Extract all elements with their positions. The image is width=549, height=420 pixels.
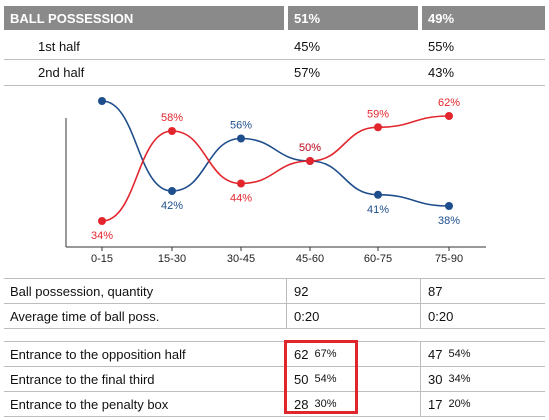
entrance-team1: 62 67% xyxy=(288,342,418,366)
data-point xyxy=(374,190,382,199)
second-half-label: 2nd half xyxy=(38,64,85,80)
entrance-team2-count: 17 xyxy=(428,396,443,412)
divider xyxy=(4,391,545,392)
chart-axes xyxy=(65,118,486,248)
divider xyxy=(4,328,545,329)
team2-possession: 49% xyxy=(422,6,545,30)
entrance-label: Entrance to the penalty box xyxy=(10,396,169,412)
entrance-team2-pct: 34% xyxy=(448,373,471,385)
entrance-team1-count: 50 xyxy=(294,371,309,387)
possession-header-row: BALL POSSESSION 51% 49% xyxy=(4,6,545,30)
divider xyxy=(4,59,545,60)
first-half-team2: 55% xyxy=(428,38,455,54)
quantity-label: Ball possession, quantity xyxy=(10,283,154,299)
x-tick-label: 45-60 xyxy=(296,253,324,265)
entrance-team1-count: 28 xyxy=(294,396,309,412)
data-label: 42% xyxy=(161,200,183,212)
column-separator xyxy=(420,342,421,416)
second-half-team1: 57% xyxy=(294,64,321,80)
possession-line-chart: 66%42%56%50%41%38%34%58%44%50%59%62% 0-1… xyxy=(65,92,486,265)
data-point xyxy=(98,217,106,225)
divider xyxy=(4,366,545,367)
possession-title: BALL POSSESSION xyxy=(4,6,284,30)
entrance-team2: 30 34% xyxy=(422,367,545,391)
entrance-team1: 50 54% xyxy=(288,367,418,391)
quantity-row: Ball possession, quantity 92 87 xyxy=(4,279,545,303)
series-line xyxy=(101,115,450,222)
first-half-team1: 45% xyxy=(294,38,321,54)
entrance-row: Entrance to the penalty box 28 30% 17 20% xyxy=(4,392,545,416)
second-half-team2: 43% xyxy=(428,64,455,80)
data-point xyxy=(98,97,106,105)
entrance-team1-pct: 67% xyxy=(314,348,337,360)
avg-time-label: Average time of ball poss. xyxy=(10,308,160,324)
data-point xyxy=(374,123,382,132)
column-separator xyxy=(286,279,287,328)
data-label: 56% xyxy=(230,120,252,132)
team1-possession: 51% xyxy=(288,6,418,30)
data-label: 50% xyxy=(299,142,321,154)
data-label: 66% xyxy=(91,92,113,94)
x-tick-label: 0-15 xyxy=(91,253,113,265)
entrance-team2-pct: 54% xyxy=(448,348,471,360)
data-label: 58% xyxy=(161,112,183,124)
x-tick-label: 60-75 xyxy=(364,253,392,265)
divider xyxy=(4,278,545,279)
avg-time-team1: 0:20 xyxy=(294,308,320,324)
quantity-team1: 92 xyxy=(294,283,309,299)
data-point xyxy=(445,202,453,210)
entrance-team1-pct: 54% xyxy=(314,373,337,385)
entrance-team2: 17 20% xyxy=(422,392,545,416)
quantity-team2: 87 xyxy=(428,283,443,299)
divider xyxy=(4,416,545,417)
series-line xyxy=(101,100,450,207)
data-point xyxy=(237,179,245,188)
avg-time-team2: 0:20 xyxy=(428,308,454,324)
data-label: 59% xyxy=(367,108,389,120)
data-label: 44% xyxy=(230,193,252,205)
entrance-row: Entrance to the opposition half 62 67% 47… xyxy=(4,342,545,366)
data-point xyxy=(168,187,176,195)
entrance-team1-pct: 30% xyxy=(314,398,337,410)
data-point xyxy=(445,112,453,120)
entrance-team2: 47 54% xyxy=(422,342,545,366)
entrance-label: Entrance to the opposition half xyxy=(10,346,186,362)
divider xyxy=(4,341,545,342)
x-tick-label: 30-45 xyxy=(227,253,255,265)
data-label: 38% xyxy=(438,215,460,227)
entrance-team2-count: 30 xyxy=(428,371,443,387)
data-point xyxy=(237,134,245,143)
data-point xyxy=(306,157,314,165)
highlight-box xyxy=(284,340,358,414)
data-label: 50% xyxy=(299,142,321,154)
entrance-team1-count: 62 xyxy=(294,346,309,362)
entrance-team2-pct: 20% xyxy=(448,398,471,410)
column-separator xyxy=(420,279,421,328)
data-label: 62% xyxy=(438,97,460,109)
avg-time-row: Average time of ball poss. 0:20 0:20 xyxy=(4,304,545,328)
x-tick-label: 75-90 xyxy=(435,253,463,265)
data-label: 34% xyxy=(91,230,113,242)
x-tick-label: 15-30 xyxy=(158,253,186,265)
second-half-row: 2nd half 57% 43% xyxy=(4,60,545,84)
first-half-label: 1st half xyxy=(38,38,80,54)
data-point xyxy=(168,127,176,135)
divider xyxy=(4,85,545,86)
data-label: 41% xyxy=(367,204,389,216)
entrance-label: Entrance to the final third xyxy=(10,371,155,387)
entrance-row: Entrance to the final third 50 54% 30 34% xyxy=(4,367,545,391)
entrance-team1: 28 30% xyxy=(288,392,418,416)
divider xyxy=(4,303,545,304)
first-half-row: 1st half 45% 55% xyxy=(4,34,545,58)
entrance-team2-count: 47 xyxy=(428,346,443,362)
